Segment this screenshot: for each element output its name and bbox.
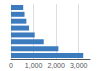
svg-text:0: 0 xyxy=(9,62,13,69)
svg-text:3,000: 3,000 xyxy=(70,62,88,69)
svg-text:1,000: 1,000 xyxy=(25,62,43,69)
svg-text:2,000: 2,000 xyxy=(47,62,65,69)
